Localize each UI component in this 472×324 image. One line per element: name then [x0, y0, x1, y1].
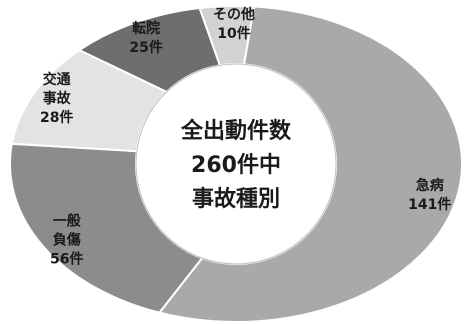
- slice-label-line: 交通: [43, 71, 71, 88]
- slice-label-1: 一般負傷 56件: [50, 213, 83, 268]
- slice-label-line: 負傷: [53, 232, 81, 249]
- slice-label-line: 56件: [50, 251, 83, 268]
- center-label-line-1: 260件中: [191, 153, 281, 178]
- center-label-line-0: 全出動件数: [180, 118, 292, 144]
- slice-label-3: 転院 25件: [129, 20, 162, 56]
- slice-label-4: その他 10件: [213, 6, 255, 42]
- slice-label-line: その他: [213, 6, 255, 23]
- center-label-line-2: 事故種別: [192, 186, 280, 212]
- slice-label-line: 141件: [408, 196, 451, 213]
- slice-label-line: 10件: [217, 25, 250, 42]
- slice-label-line: 転院: [132, 20, 160, 37]
- slice-label-line: 急病: [416, 177, 444, 194]
- slice-label-line: 25件: [129, 39, 162, 56]
- slice-label-line: 一般: [53, 213, 81, 230]
- donut-center-hole: [135, 63, 337, 265]
- slices-layer: [9, 5, 463, 323]
- slice-label-2: 交通事故 28件: [40, 71, 73, 126]
- slice-label-0: 急病 141件: [408, 177, 451, 213]
- slice-label-line: 28件: [40, 109, 73, 126]
- slice-label-line: 事故: [43, 90, 72, 107]
